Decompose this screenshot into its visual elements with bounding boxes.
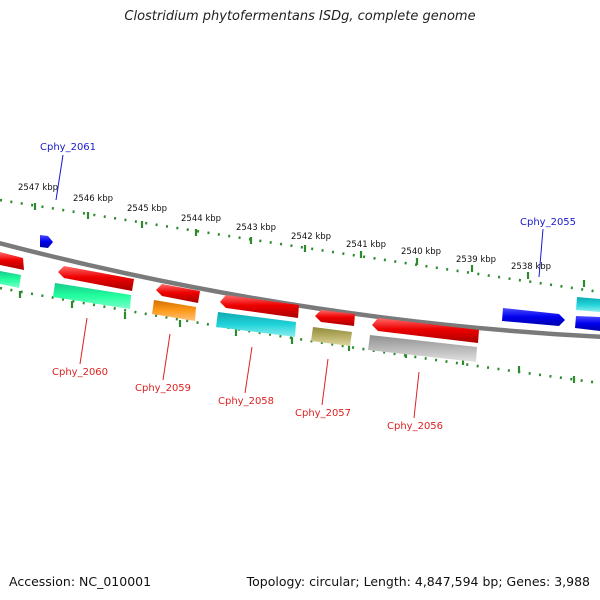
gene-label-cphy-2056[interactable]: Cphy_2056 <box>387 421 443 432</box>
gene-label-cphy-2055[interactable]: Cphy_2055 <box>520 217 576 228</box>
cog-bar-edge-left <box>0 271 21 288</box>
cog-bar-cphy-2060 <box>53 283 131 309</box>
kbp-label: 2543 kbp <box>236 223 276 233</box>
cog-bar-cphy-2056 <box>368 335 477 362</box>
gene-arrow-cphy-2060[interactable] <box>58 266 134 291</box>
genome-backbone <box>0 240 600 339</box>
scale-major-ticks <box>18 203 586 383</box>
gene-arrow-edge-left[interactable] <box>0 252 24 270</box>
kbp-label: 2540 kbp <box>401 247 441 257</box>
cog-bar-cphy-2059 <box>152 300 196 321</box>
kbp-label: 2541 kbp <box>346 240 386 250</box>
gene-label-cphy-2060[interactable]: Cphy_2060 <box>52 367 108 378</box>
genome-title: Clostridium phytofermentans ISDg, comple… <box>0 9 600 24</box>
kbp-label: 2545 kbp <box>127 204 167 214</box>
gene-label-cphy-2059[interactable]: Cphy_2059 <box>135 383 191 394</box>
gene-arrow-cphy-2055[interactable] <box>502 308 565 326</box>
gene-arrow-cphy-2057[interactable] <box>315 310 355 326</box>
gene-arrow-cphy-2056[interactable] <box>372 318 479 343</box>
gene-label-cphy-2058[interactable]: Cphy_2058 <box>218 396 274 407</box>
kbp-label: 2539 kbp <box>456 255 496 265</box>
kbp-label: 2538 kbp <box>511 262 551 272</box>
gene-arrow-cphy-2058[interactable] <box>220 295 299 318</box>
cog-bar-cphy-2058 <box>216 312 296 337</box>
accession-text: Accession: NC_010001 <box>9 574 152 589</box>
genome-summary-footer: Topology: circular; Length: 4,847,594 bp… <box>247 574 590 589</box>
gene-label-cphy-2061[interactable]: Cphy_2061 <box>40 142 96 153</box>
inner-scale-ring <box>0 286 600 385</box>
cog-bar-edge-right <box>576 297 600 312</box>
genome-summary-text: Topology: circular; Length: 4,847,594 bp… <box>246 574 590 589</box>
cog-bar-cphy-2057 <box>311 327 352 346</box>
accession-footer: Accession: NC_010001 <box>9 574 151 589</box>
kbp-label: 2544 kbp <box>181 214 221 224</box>
gene-arrow-edge-right[interactable] <box>575 316 600 331</box>
outer-scale-ring <box>0 198 600 294</box>
kbp-label: 2546 kbp <box>73 194 113 204</box>
gene-arrow-cphy-2061[interactable] <box>40 235 53 248</box>
genome-title-text: Clostridium phytofermentans ISDg, comple… <box>124 9 476 24</box>
kbp-labels: 2547 kbp 2546 kbp 2545 kbp 2544 kbp 2543… <box>18 183 551 272</box>
kbp-label: 2542 kbp <box>291 232 331 242</box>
gene-label-cphy-2057[interactable]: Cphy_2057 <box>295 408 351 419</box>
gene-arrow-cphy-2059[interactable] <box>156 284 200 303</box>
kbp-label: 2547 kbp <box>18 183 58 193</box>
gene-leader-lines <box>55 154 544 419</box>
